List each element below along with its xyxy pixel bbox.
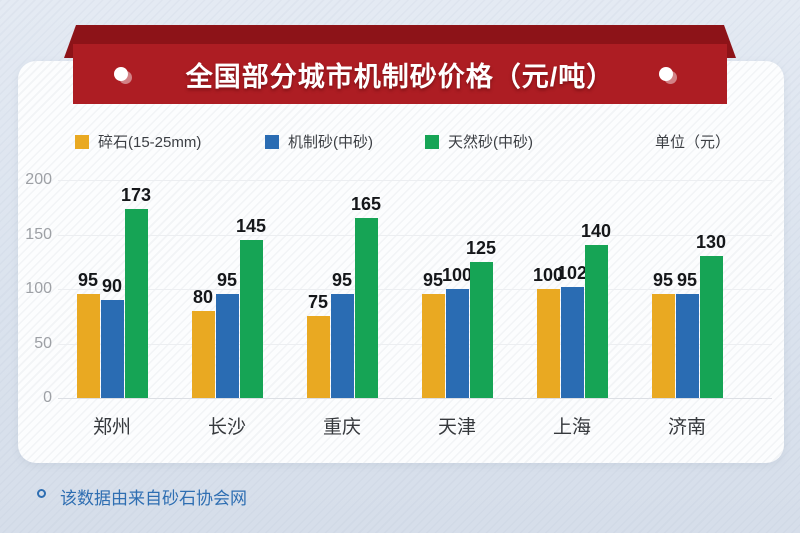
bar-value-label: 102 bbox=[556, 262, 588, 283]
bar-value-label: 95 bbox=[652, 270, 674, 291]
legend-item: 机制砂(中砂) bbox=[265, 131, 373, 152]
bar-碎石(15-25mm)-济南 bbox=[651, 294, 675, 398]
bar-value-label: 125 bbox=[465, 237, 497, 258]
x-axis-category-label: 济南 bbox=[667, 417, 706, 438]
footer-note: 该数据由来自砂石协会网 bbox=[60, 489, 247, 508]
bar-value-label: 95 bbox=[77, 270, 99, 291]
bar-value-label: 100 bbox=[532, 265, 564, 285]
banner-ribbon: 全国部分城市机制砂价格（元/吨） bbox=[73, 44, 727, 104]
bar-value-label: 130 bbox=[695, 232, 727, 253]
bar-value-label: 140 bbox=[580, 221, 612, 242]
legend-item: 天然砂(中砂) bbox=[425, 131, 533, 152]
bar-天然砂(中砂)-重庆 bbox=[354, 218, 378, 398]
y-axis-tick-label: 150 bbox=[25, 225, 52, 243]
bar-碎石(15-25mm)-长沙 bbox=[191, 310, 215, 398]
bar-value-label: 145 bbox=[235, 215, 267, 236]
x-axis-category-label: 天津 bbox=[437, 417, 476, 438]
bar-value-label: 90 bbox=[101, 275, 123, 296]
bar-机制砂(中砂)-天津 bbox=[445, 289, 469, 398]
legend-swatch-icon bbox=[265, 134, 279, 149]
bar-机制砂(中砂)-济南 bbox=[675, 294, 699, 398]
y-axis-tick-label: 0 bbox=[43, 389, 52, 406]
bar-天然砂(中砂)-长沙 bbox=[239, 239, 263, 398]
legend-item-label: 机制砂(中砂) bbox=[288, 134, 373, 151]
bar-value-label: 165 bbox=[350, 194, 382, 215]
gridline bbox=[58, 234, 772, 236]
bar-value-label: 95 bbox=[331, 270, 353, 291]
bar-天然砂(中砂)-上海 bbox=[584, 245, 608, 398]
x-axis-category-label: 重庆 bbox=[322, 417, 361, 438]
bar-碎石(15-25mm)-上海 bbox=[536, 289, 560, 398]
bar-碎石(15-25mm)-郑州 bbox=[76, 294, 100, 398]
bar-天然砂(中砂)-郑州 bbox=[124, 209, 148, 398]
x-axis-category-label: 上海 bbox=[552, 417, 591, 438]
bar-value-label: 173 bbox=[120, 185, 152, 206]
gridline bbox=[58, 343, 772, 345]
bar-value-label: 75 bbox=[307, 292, 329, 313]
bar-value-label: 95 bbox=[216, 270, 238, 291]
legend-item: 碎石(15-25mm) bbox=[75, 131, 201, 152]
x-axis-category-label: 长沙 bbox=[207, 417, 246, 438]
bar-机制砂(中砂)-重庆 bbox=[330, 294, 354, 398]
legend-item-label: 天然砂(中砂) bbox=[448, 134, 533, 151]
gridline bbox=[58, 180, 772, 181]
bar-value-label: 95 bbox=[676, 270, 698, 291]
bar-机制砂(中砂)-上海 bbox=[560, 286, 584, 398]
legend-item-label: 碎石(15-25mm) bbox=[98, 134, 202, 151]
legend-swatch-icon bbox=[75, 134, 89, 149]
bullet-circle-icon bbox=[37, 489, 46, 498]
banner-dot-left-icon bbox=[114, 67, 132, 84]
x-axis-category-label: 郑州 bbox=[92, 417, 131, 438]
banner-dot-right-icon bbox=[659, 67, 677, 84]
page-title: 全国部分城市机制砂价格（元/吨） bbox=[185, 61, 615, 92]
gridline bbox=[58, 289, 772, 290]
bar-机制砂(中砂)-长沙 bbox=[215, 294, 239, 398]
bar-value-label: 100 bbox=[441, 265, 473, 285]
y-axis-tick-label: 50 bbox=[34, 334, 52, 352]
gridline bbox=[58, 398, 772, 399]
unit-label: 单位（元） bbox=[654, 134, 730, 151]
bar-天然砂(中砂)-天津 bbox=[469, 261, 493, 398]
bar-天然砂(中砂)-济南 bbox=[699, 256, 723, 398]
bar-碎石(15-25mm)-天津 bbox=[421, 294, 445, 398]
bar-碎石(15-25mm)-重庆 bbox=[306, 316, 330, 398]
y-axis-tick-label: 100 bbox=[25, 280, 52, 297]
bar-value-label: 95 bbox=[422, 270, 444, 291]
legend-swatch-icon bbox=[425, 134, 439, 149]
bar-机制砂(中砂)-郑州 bbox=[100, 299, 124, 398]
y-axis-tick-label: 200 bbox=[25, 171, 52, 188]
bar-value-label: 80 bbox=[192, 286, 214, 307]
